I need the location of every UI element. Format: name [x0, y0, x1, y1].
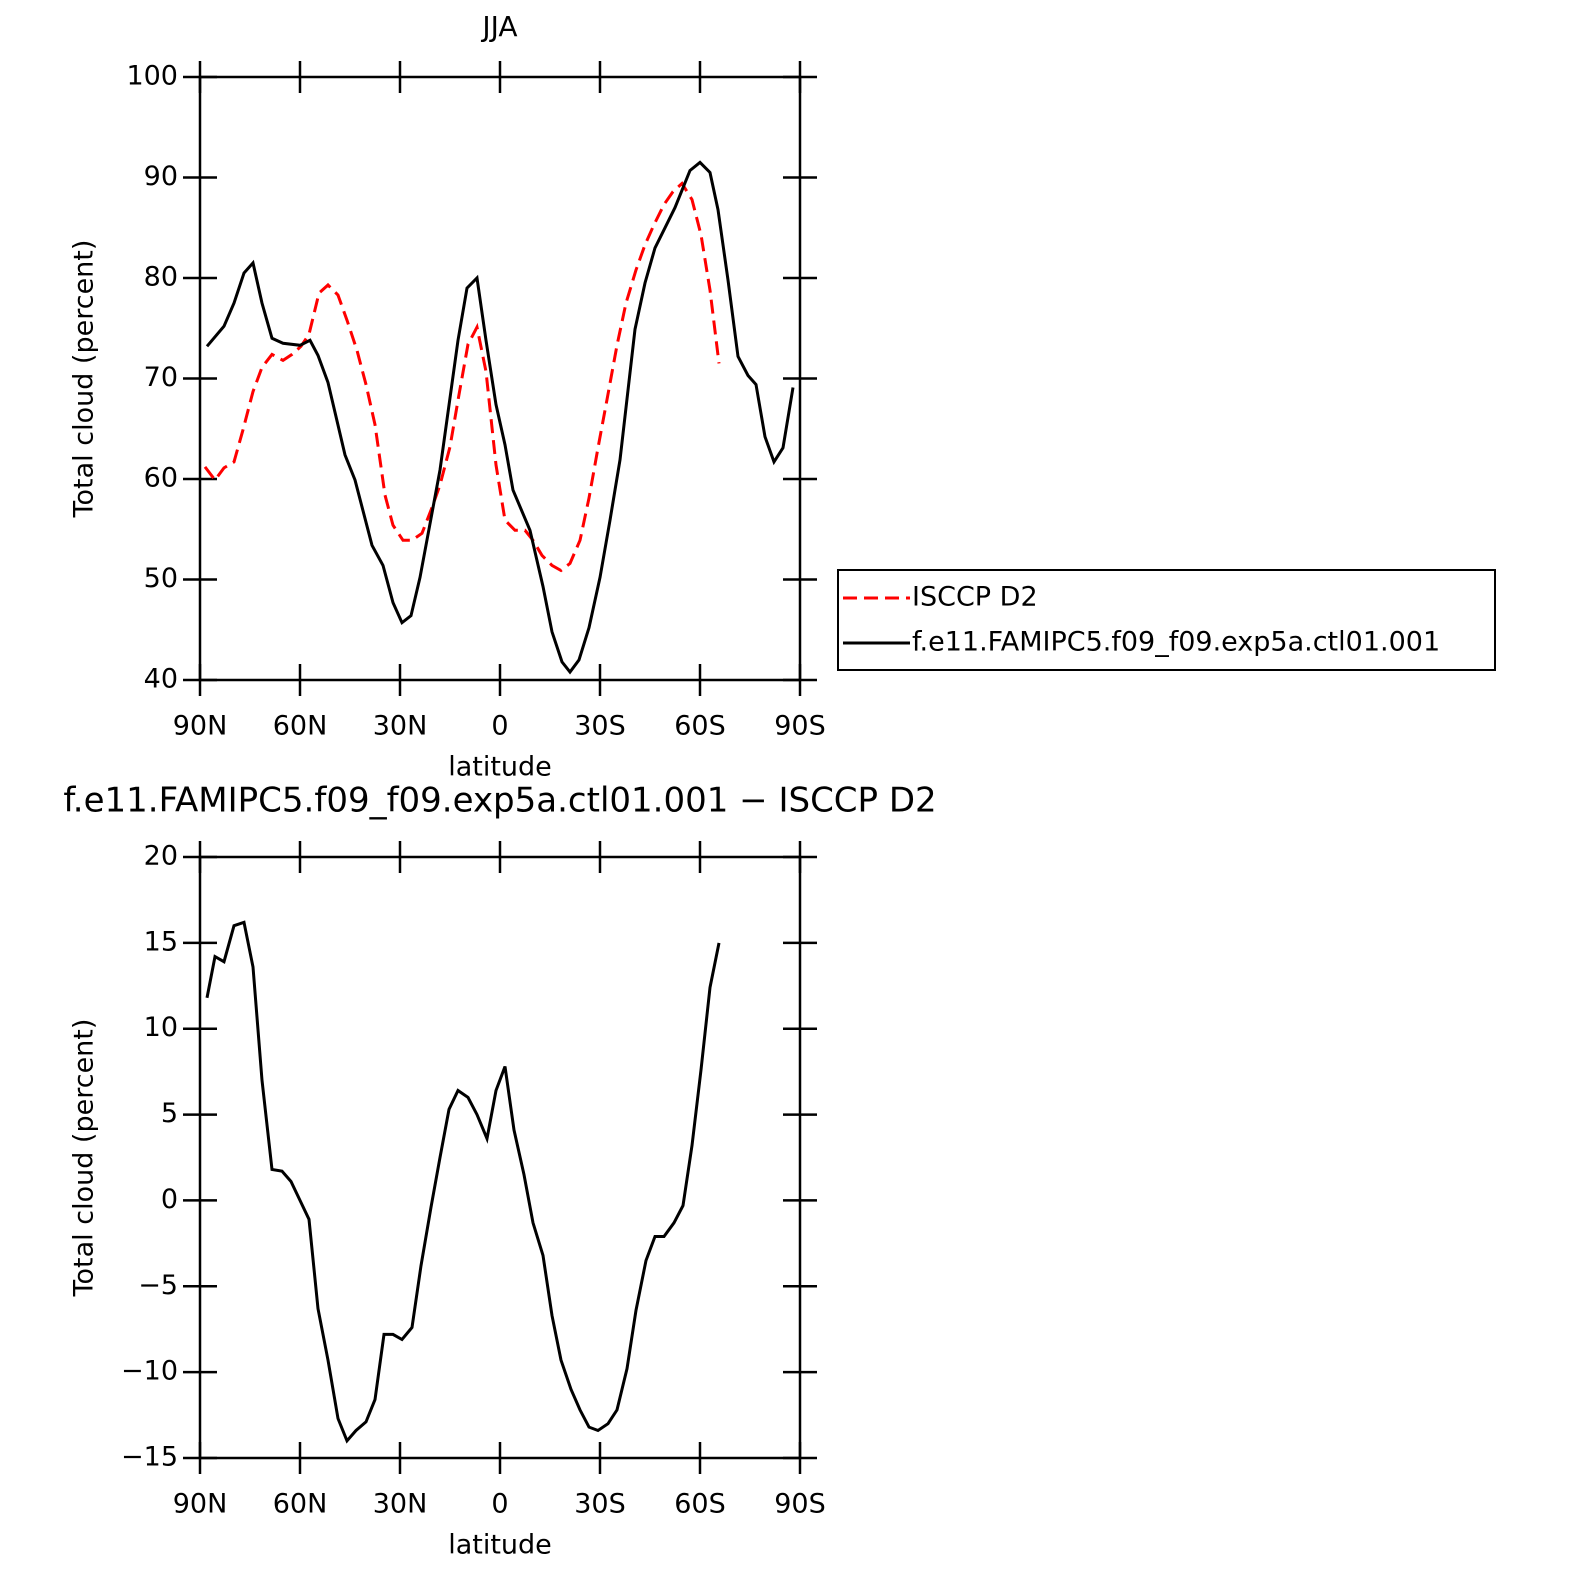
x-axis-label: latitude	[448, 1530, 552, 1561]
y-axis-label: Total cloud (percent)	[69, 240, 100, 519]
y-tick-label: 5	[161, 1098, 178, 1129]
y-tick-label: 0	[161, 1184, 178, 1215]
y-tick-label: 10	[144, 1012, 178, 1043]
y-tick-label: −5	[138, 1270, 178, 1301]
y-tick-label: −10	[121, 1356, 178, 1387]
data-line	[205, 920, 721, 1444]
y-tick-label: 15	[144, 926, 178, 957]
y-tick-label: 100	[126, 61, 178, 92]
legend-label: f.e11.FAMIPC5.f09_f09.exp5a.ctl01.001	[912, 627, 1440, 658]
x-tick-label: 60S	[674, 711, 726, 742]
x-tick-label: 30S	[574, 711, 626, 742]
y-tick-label: 60	[144, 463, 178, 494]
x-tick-label: 30S	[574, 1489, 626, 1520]
x-tick-label: 90N	[173, 711, 228, 742]
y-tick-label: 70	[144, 362, 178, 393]
legend-label: ISCCP D2	[912, 582, 1038, 613]
y-tick-label: 40	[144, 664, 178, 695]
x-tick-label: 90S	[774, 711, 826, 742]
data-line	[205, 160, 795, 675]
x-tick-label: 30N	[373, 711, 428, 742]
x-tick-label: 60N	[273, 1489, 328, 1520]
y-tick-label: 90	[144, 161, 178, 192]
y-tick-label: −15	[121, 1442, 178, 1473]
plot-frame	[198, 855, 802, 1460]
x-axis-label: latitude	[448, 752, 552, 783]
x-tick-label: 90N	[173, 1489, 228, 1520]
x-tick-label: 60N	[273, 711, 328, 742]
y-tick-label: 50	[144, 563, 178, 594]
x-tick-label: 90S	[774, 1489, 826, 1520]
chart-title: JJA	[480, 10, 517, 43]
x-tick-label: 0	[491, 711, 508, 742]
legend-box	[837, 569, 1496, 671]
x-tick-label: 0	[491, 1489, 508, 1520]
y-axis-label: Total cloud (percent)	[69, 1019, 100, 1298]
x-tick-label: 60S	[674, 1489, 726, 1520]
y-tick-label: 20	[144, 841, 178, 872]
plot-frame	[198, 75, 802, 682]
data-line	[203, 181, 721, 573]
y-tick-label: 80	[144, 262, 178, 293]
chart-title: f.e11.FAMIPC5.f09_f09.exp5a.ctl01.001 − …	[63, 781, 936, 821]
x-tick-label: 30N	[373, 1489, 428, 1520]
